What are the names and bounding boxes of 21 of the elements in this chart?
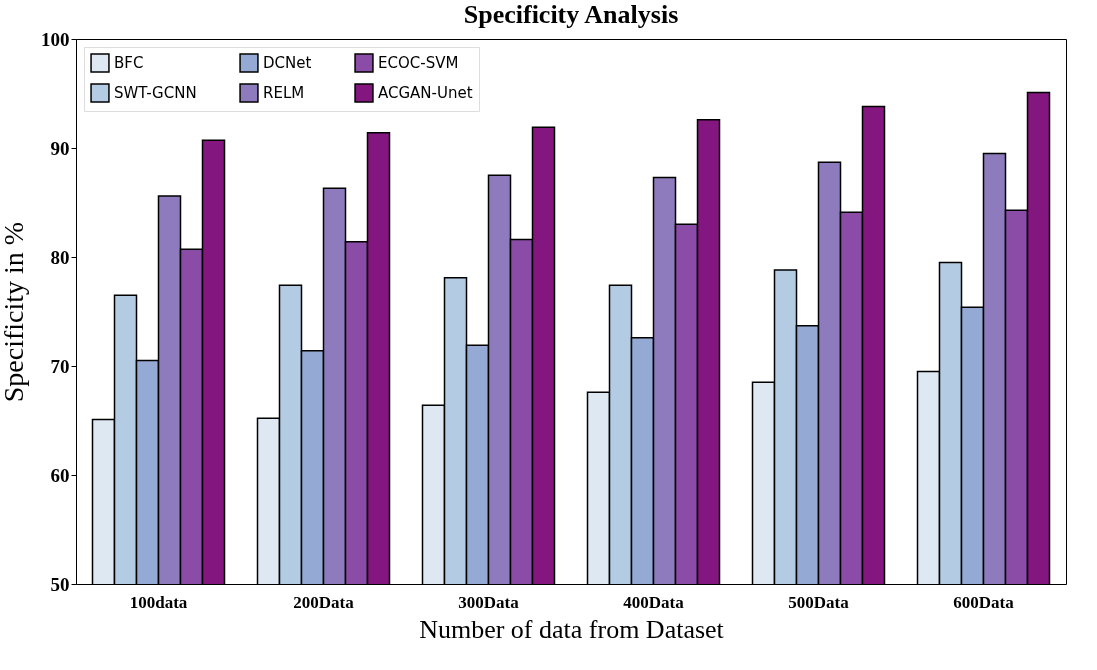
legend-label: DCNet: [263, 54, 312, 73]
y-tick-label: 100: [41, 28, 70, 50]
x-tick-label: 400Data: [623, 592, 685, 612]
legend-label: ECOC-SVM: [378, 54, 459, 73]
x-tick-label: 600Data: [953, 592, 1015, 612]
x-tick-label: 300Data: [458, 592, 520, 612]
y-tick-label: 50: [50, 573, 70, 595]
x-tick-label: 500Data: [788, 592, 850, 612]
legend-label: BFC: [114, 54, 144, 73]
chart-title: Specificity Analysis: [463, 0, 679, 29]
legend-label: RELM: [263, 84, 305, 102]
x-tick-label: 200Data: [293, 592, 355, 612]
y-tick-label: 70: [50, 355, 70, 377]
legend-label: SWT-GCNN: [114, 84, 197, 102]
legend-label: ACGAN-Unet: [378, 84, 473, 102]
x-tick-label: 100data: [129, 592, 188, 612]
y-tick-label: 90: [50, 137, 70, 159]
x-axis-title: Number of data from Dataset: [419, 614, 725, 644]
y-tick-label: 60: [50, 464, 70, 486]
y-axis-title: Specificity in %: [0, 221, 29, 403]
y-tick-label: 80: [50, 246, 70, 268]
